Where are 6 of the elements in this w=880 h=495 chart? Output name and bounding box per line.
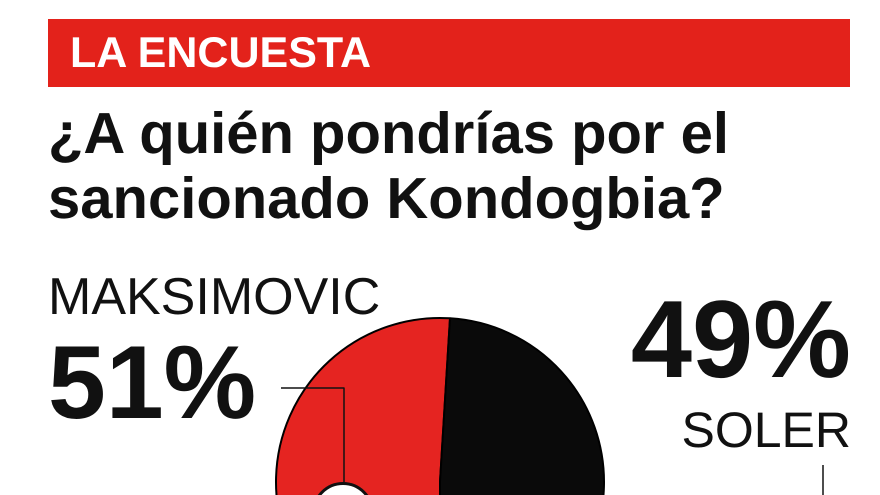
data-label: 49% [630,278,851,401]
data-label: 51% [48,325,256,441]
chart-title: ¿A quién pondrías por el sancionado Kondogbia? [48,101,730,232]
slice-label: MAKSIMOVIC [48,268,380,326]
slice-label: SOLER [681,402,851,458]
banner: LA ENCUESTA [48,19,850,87]
